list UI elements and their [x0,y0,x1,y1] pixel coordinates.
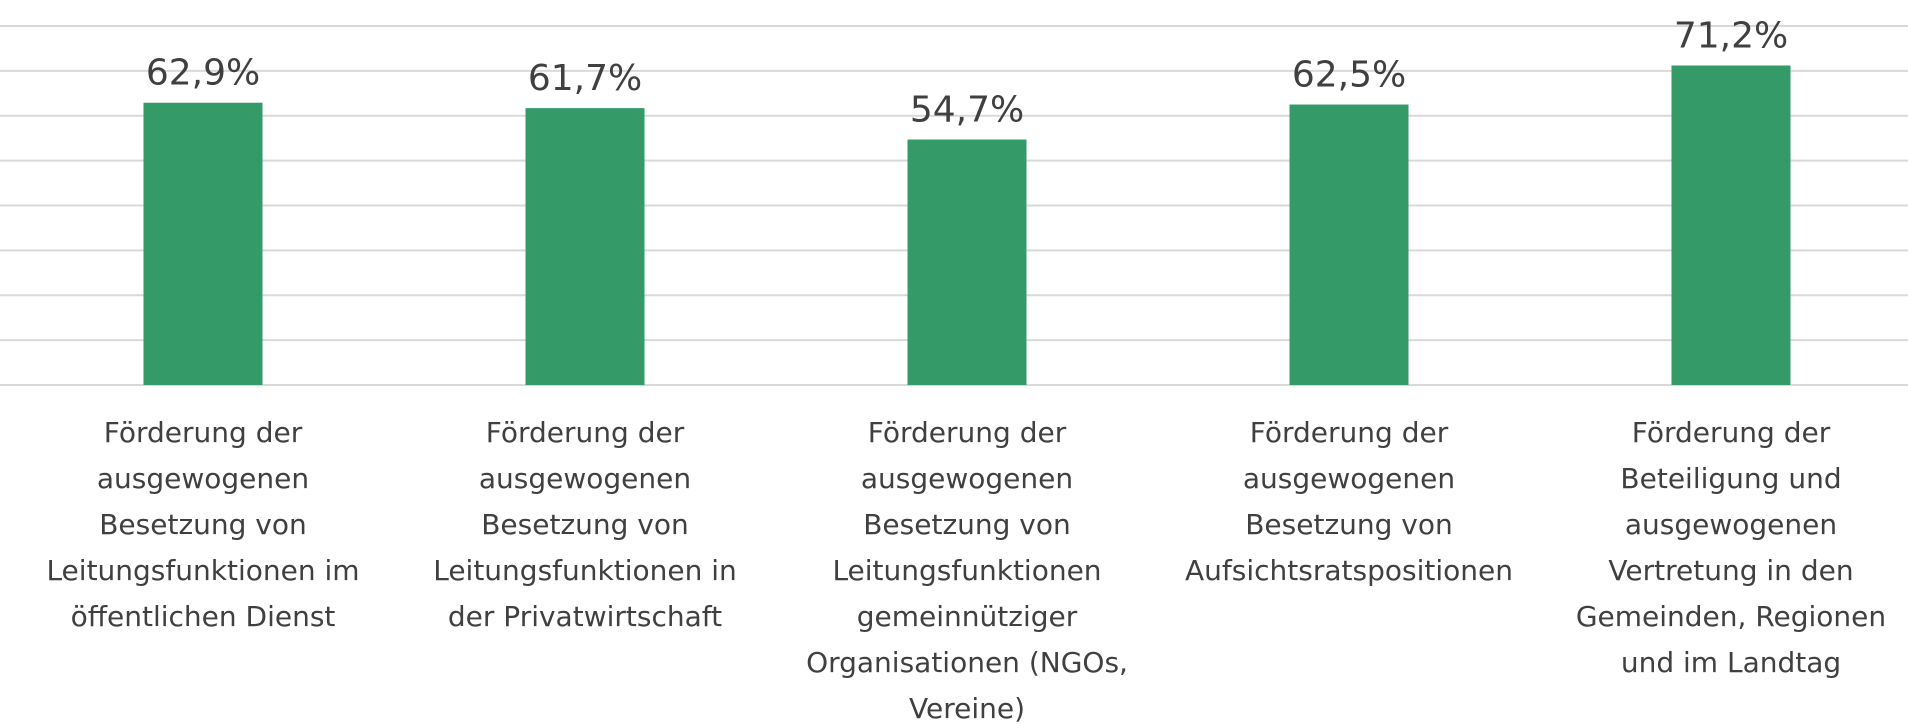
x-tick-label: Förderung der ausgewogenen Besetzung von… [28,410,378,640]
chart: 62,9% 61,7% 54,7% 62,5% 71,2% Förderung der … [0,0,1908,724]
x-tick-label: Förderung der ausgewogenen Besetzung von… [410,410,760,640]
x-tick-label: Förderung der Beteiligung und ausgewogen… [1556,410,1906,686]
x-tick-label: Förderung der ausgewogenen Besetzung von… [792,410,1142,724]
data-label: 71,2% [1674,15,1788,56]
bar [526,108,645,385]
bar [908,140,1027,385]
data-label: 61,7% [528,58,642,99]
data-label: 54,7% [910,90,1024,131]
bar [144,103,263,385]
data-label: 62,9% [146,53,260,94]
bar [1290,105,1409,385]
data-label: 62,5% [1292,55,1406,96]
x-tick-label: Förderung der ausgewogenen Besetzung von… [1174,410,1524,594]
bar [1672,65,1791,385]
